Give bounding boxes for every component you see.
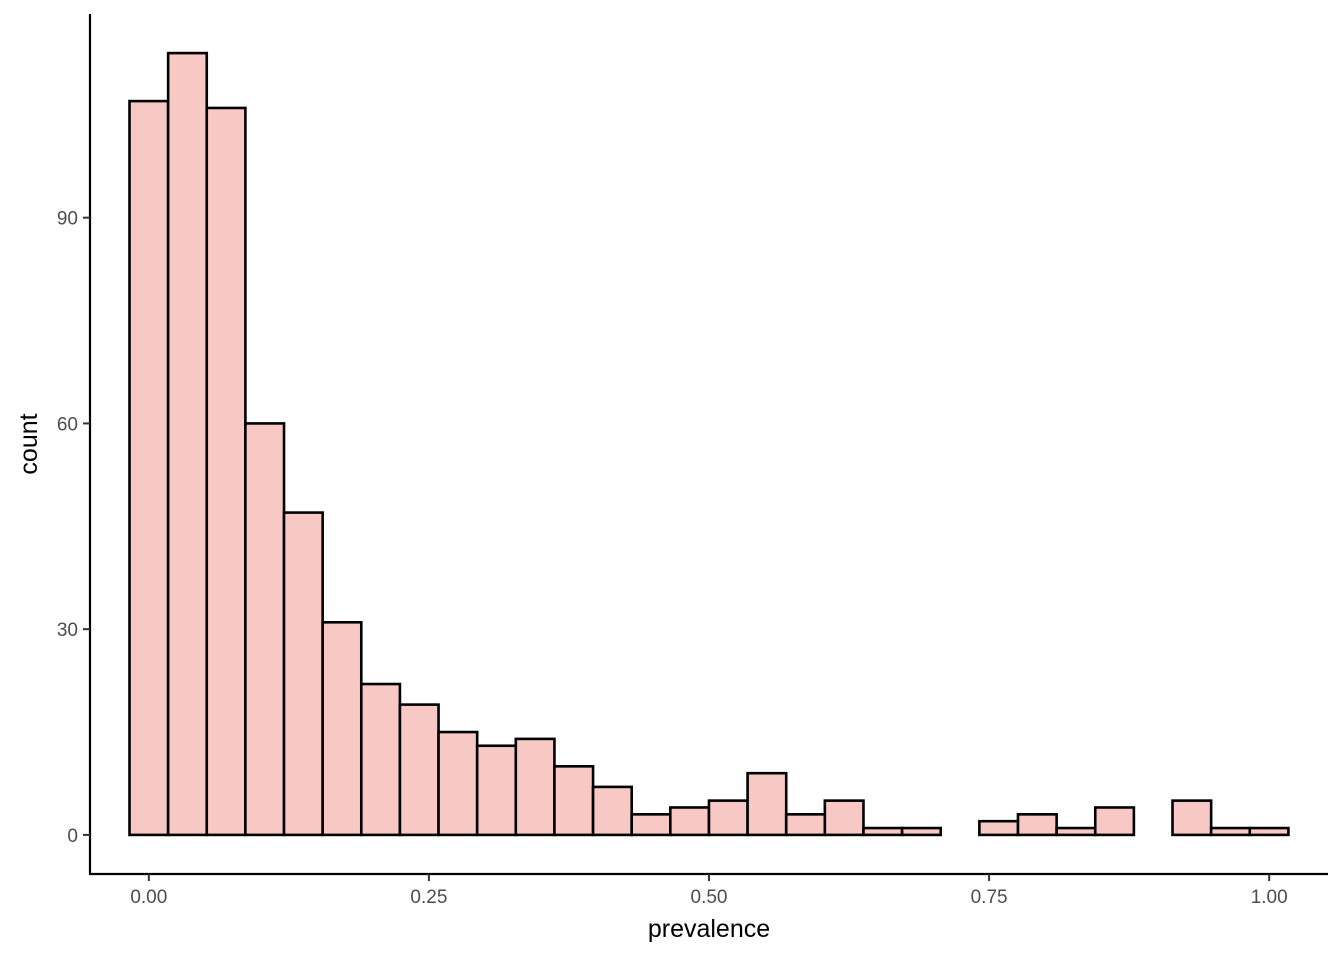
histogram-bar	[707, 799, 749, 837]
histogram-bar	[1093, 806, 1136, 837]
y-axis-ticks: 0 30 60 90	[57, 209, 90, 847]
x-axis-title: prevalence	[648, 915, 770, 943]
histogram-bar	[166, 51, 209, 837]
histogram-bar	[746, 771, 788, 837]
histogram-bar	[823, 799, 865, 837]
histogram-bar	[900, 826, 943, 837]
histogram-bar	[359, 682, 402, 837]
histogram-bar	[630, 813, 672, 837]
histogram-bar	[205, 106, 247, 837]
histogram-bar	[475, 744, 518, 837]
y-axis-title: count	[15, 413, 43, 474]
histogram-bar	[978, 819, 1020, 837]
histogram-bar	[244, 422, 286, 837]
x-tick-label: 0.25	[410, 887, 447, 908]
x-tick-label: 0.75	[971, 887, 1008, 908]
x-tick-label: 1.00	[1251, 887, 1288, 908]
histogram-bar	[591, 785, 633, 837]
histogram-bar	[1055, 826, 1097, 837]
x-tick-label: 0.00	[130, 887, 167, 908]
histogram-bar	[398, 703, 440, 837]
histogram-bar	[1171, 799, 1213, 837]
histogram-bar	[128, 99, 170, 837]
histogram-bar	[514, 737, 556, 837]
histogram-bar	[669, 806, 711, 837]
histogram-bar	[553, 765, 595, 837]
histogram-bar	[1209, 826, 1252, 837]
histogram-bar	[282, 511, 324, 837]
y-tick-label: 90	[57, 209, 78, 230]
histogram-bar	[437, 730, 479, 837]
x-tick-label: 0.50	[691, 887, 728, 908]
y-tick-label: 30	[57, 620, 78, 641]
y-tick-label: 60	[57, 414, 78, 435]
histogram-bar	[1016, 813, 1058, 837]
histogram-bar	[862, 826, 904, 837]
histogram-bar	[784, 813, 827, 837]
histogram-bars	[128, 51, 1290, 837]
histogram-bar	[1248, 826, 1290, 837]
y-tick-label: 0	[67, 826, 78, 847]
x-axis-ticks: 0.00 0.25 0.50 0.75 1.00	[130, 874, 1288, 908]
histogram-bar	[321, 621, 363, 837]
